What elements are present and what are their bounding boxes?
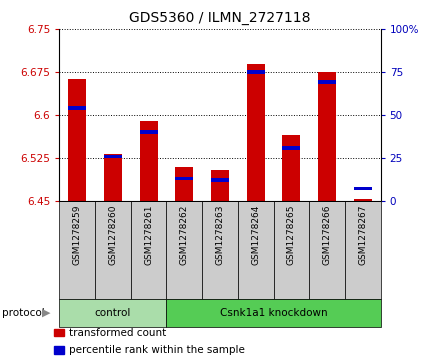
Text: GSM1278261: GSM1278261 <box>144 204 153 265</box>
Bar <box>211 179 229 182</box>
Bar <box>318 80 336 83</box>
Text: GSM1278264: GSM1278264 <box>251 204 260 265</box>
Text: transformed count: transformed count <box>70 327 167 338</box>
Bar <box>354 199 372 201</box>
Bar <box>282 146 300 150</box>
Text: ▶: ▶ <box>42 308 50 318</box>
Bar <box>68 79 86 201</box>
Bar <box>59 299 166 327</box>
Title: GDS5360 / ILMN_2727118: GDS5360 / ILMN_2727118 <box>129 11 311 25</box>
Text: GSM1278266: GSM1278266 <box>323 204 332 265</box>
Bar <box>139 121 158 201</box>
Bar <box>238 201 274 299</box>
Text: GSM1278263: GSM1278263 <box>216 204 224 265</box>
Text: control: control <box>95 308 131 318</box>
Bar <box>139 130 158 134</box>
Text: Csnk1a1 knockdown: Csnk1a1 knockdown <box>220 308 327 318</box>
Bar <box>202 201 238 299</box>
Bar <box>274 201 309 299</box>
Text: GSM1278259: GSM1278259 <box>73 204 82 265</box>
Text: GSM1278262: GSM1278262 <box>180 204 189 265</box>
Bar <box>54 346 65 354</box>
Bar <box>211 170 229 201</box>
Bar <box>247 70 264 74</box>
Bar <box>166 201 202 299</box>
Text: GSM1278267: GSM1278267 <box>358 204 367 265</box>
Bar <box>59 201 95 299</box>
Bar <box>247 64 264 201</box>
Bar <box>176 177 193 180</box>
Text: protocol: protocol <box>2 308 45 318</box>
Bar <box>318 72 336 201</box>
Text: percentile rank within the sample: percentile rank within the sample <box>70 345 245 355</box>
Bar <box>176 167 193 201</box>
Bar <box>309 201 345 299</box>
Bar <box>54 329 65 337</box>
Bar <box>282 135 300 201</box>
Bar <box>166 299 381 327</box>
Bar <box>131 201 166 299</box>
Text: GSM1278265: GSM1278265 <box>287 204 296 265</box>
Bar <box>68 106 86 110</box>
Bar <box>104 155 122 158</box>
Text: GSM1278260: GSM1278260 <box>108 204 117 265</box>
Bar <box>354 187 372 190</box>
Bar <box>104 154 122 201</box>
Bar <box>345 201 381 299</box>
Bar <box>95 201 131 299</box>
